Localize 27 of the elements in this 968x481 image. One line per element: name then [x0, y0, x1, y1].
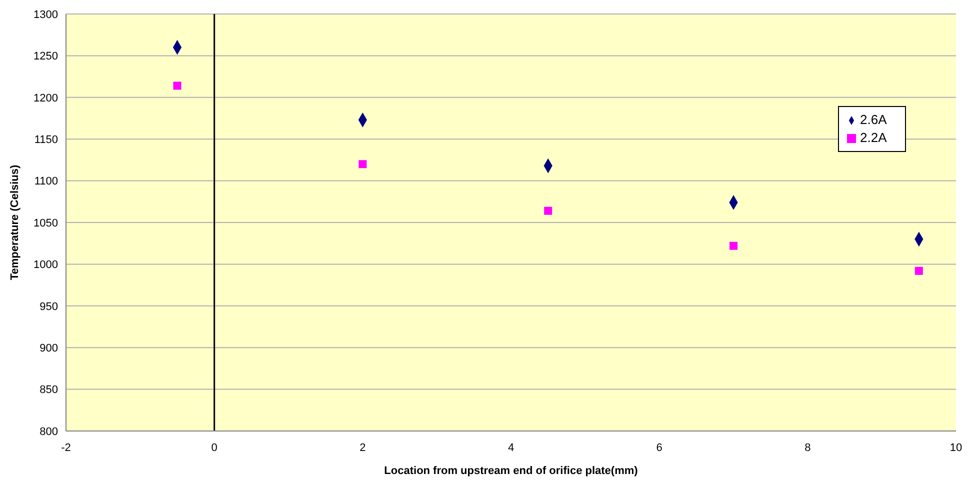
x-tick-label: 4: [508, 442, 514, 454]
point: [544, 206, 552, 215]
y-tick-label: 1300: [34, 8, 58, 21]
x-tick-label: 6: [656, 442, 662, 454]
point: [914, 266, 923, 275]
y-tick-label: 1250: [34, 50, 58, 63]
point: [173, 82, 182, 90]
legend-label: 2.2A: [860, 130, 887, 145]
x-tick-label: 8: [804, 442, 811, 454]
x-tick-label: 10: [950, 442, 962, 454]
y-tick-label: 1200: [34, 92, 58, 104]
legend-label: 2.6A: [860, 112, 887, 127]
y-tick-label: 900: [40, 342, 58, 355]
x-tick-label: -2: [61, 442, 71, 454]
x-axis-title: Location from upstream end of orifice plate(mm): [384, 465, 638, 477]
point: [730, 242, 738, 250]
y-tick-label: 950: [40, 300, 58, 313]
y-tick-label: 1050: [34, 217, 58, 230]
x-tick-label: 2: [360, 442, 366, 454]
point: [358, 160, 367, 168]
y-tick-label: 850: [40, 384, 58, 396]
x-tick-label: 0: [211, 442, 218, 454]
y-axis-title: Temperature (Celsius): [8, 164, 21, 280]
y-tick-label: 1100: [34, 176, 58, 188]
y-tick-label: 1150: [34, 134, 58, 146]
y-tick-label: 1000: [34, 259, 58, 272]
y-tick-label: 800: [40, 426, 58, 438]
